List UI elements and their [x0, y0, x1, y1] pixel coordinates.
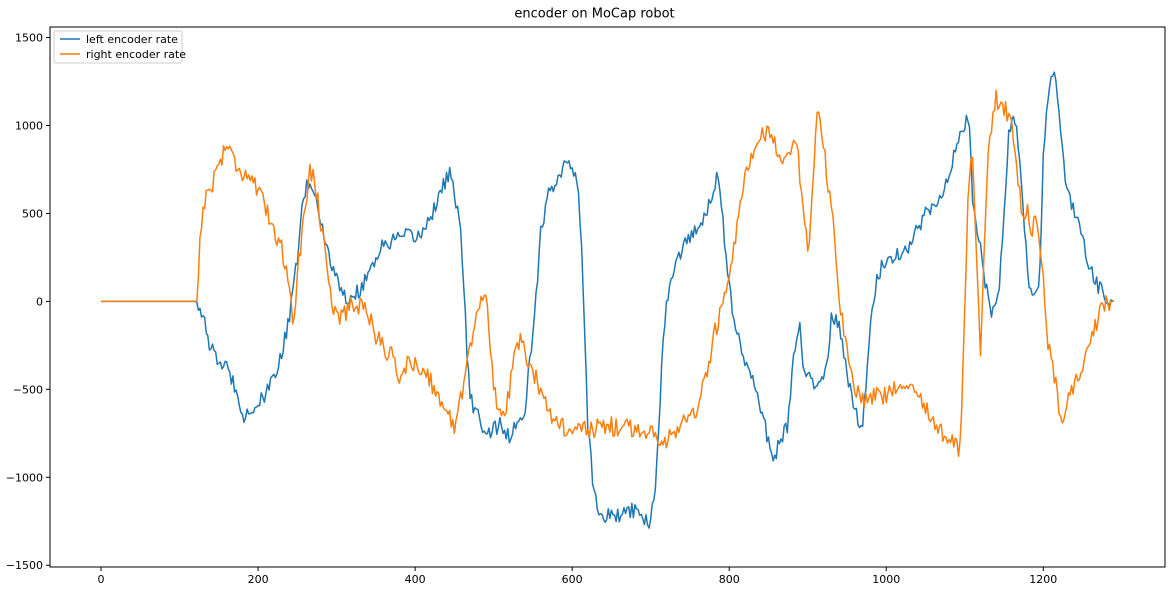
legend: left encoder rate right encoder rate — [53, 30, 186, 64]
x-tick-label: 600 — [562, 573, 583, 586]
legend-box — [53, 30, 183, 64]
x-tick-label: 400 — [405, 573, 426, 586]
series-line-left-encoder — [101, 71, 1115, 529]
y-tick-label: 500 — [22, 207, 43, 220]
x-tick-label: 0 — [98, 573, 105, 586]
y-tick-label: 1500 — [15, 32, 43, 45]
series-line-right-encoder — [101, 89, 1114, 458]
legend-label-left: left encoder rate — [86, 33, 178, 46]
x-tick-label: 1200 — [1029, 573, 1057, 586]
x-tick-label: 800 — [719, 573, 740, 586]
x-tick-label: 1000 — [872, 573, 900, 586]
y-tick-label: 0 — [36, 295, 43, 308]
chart-title: encoder on MoCap robot — [514, 7, 674, 22]
plot-area-frame — [49, 26, 1166, 568]
x-tick-label: 200 — [248, 573, 269, 586]
legend-label-right: right encoder rate — [86, 48, 186, 61]
y-tick-label: −1500 — [6, 559, 43, 572]
y-tick-label: −500 — [13, 383, 43, 396]
y-tick-label: −1000 — [6, 471, 43, 484]
y-tick-label: 1000 — [15, 120, 43, 133]
